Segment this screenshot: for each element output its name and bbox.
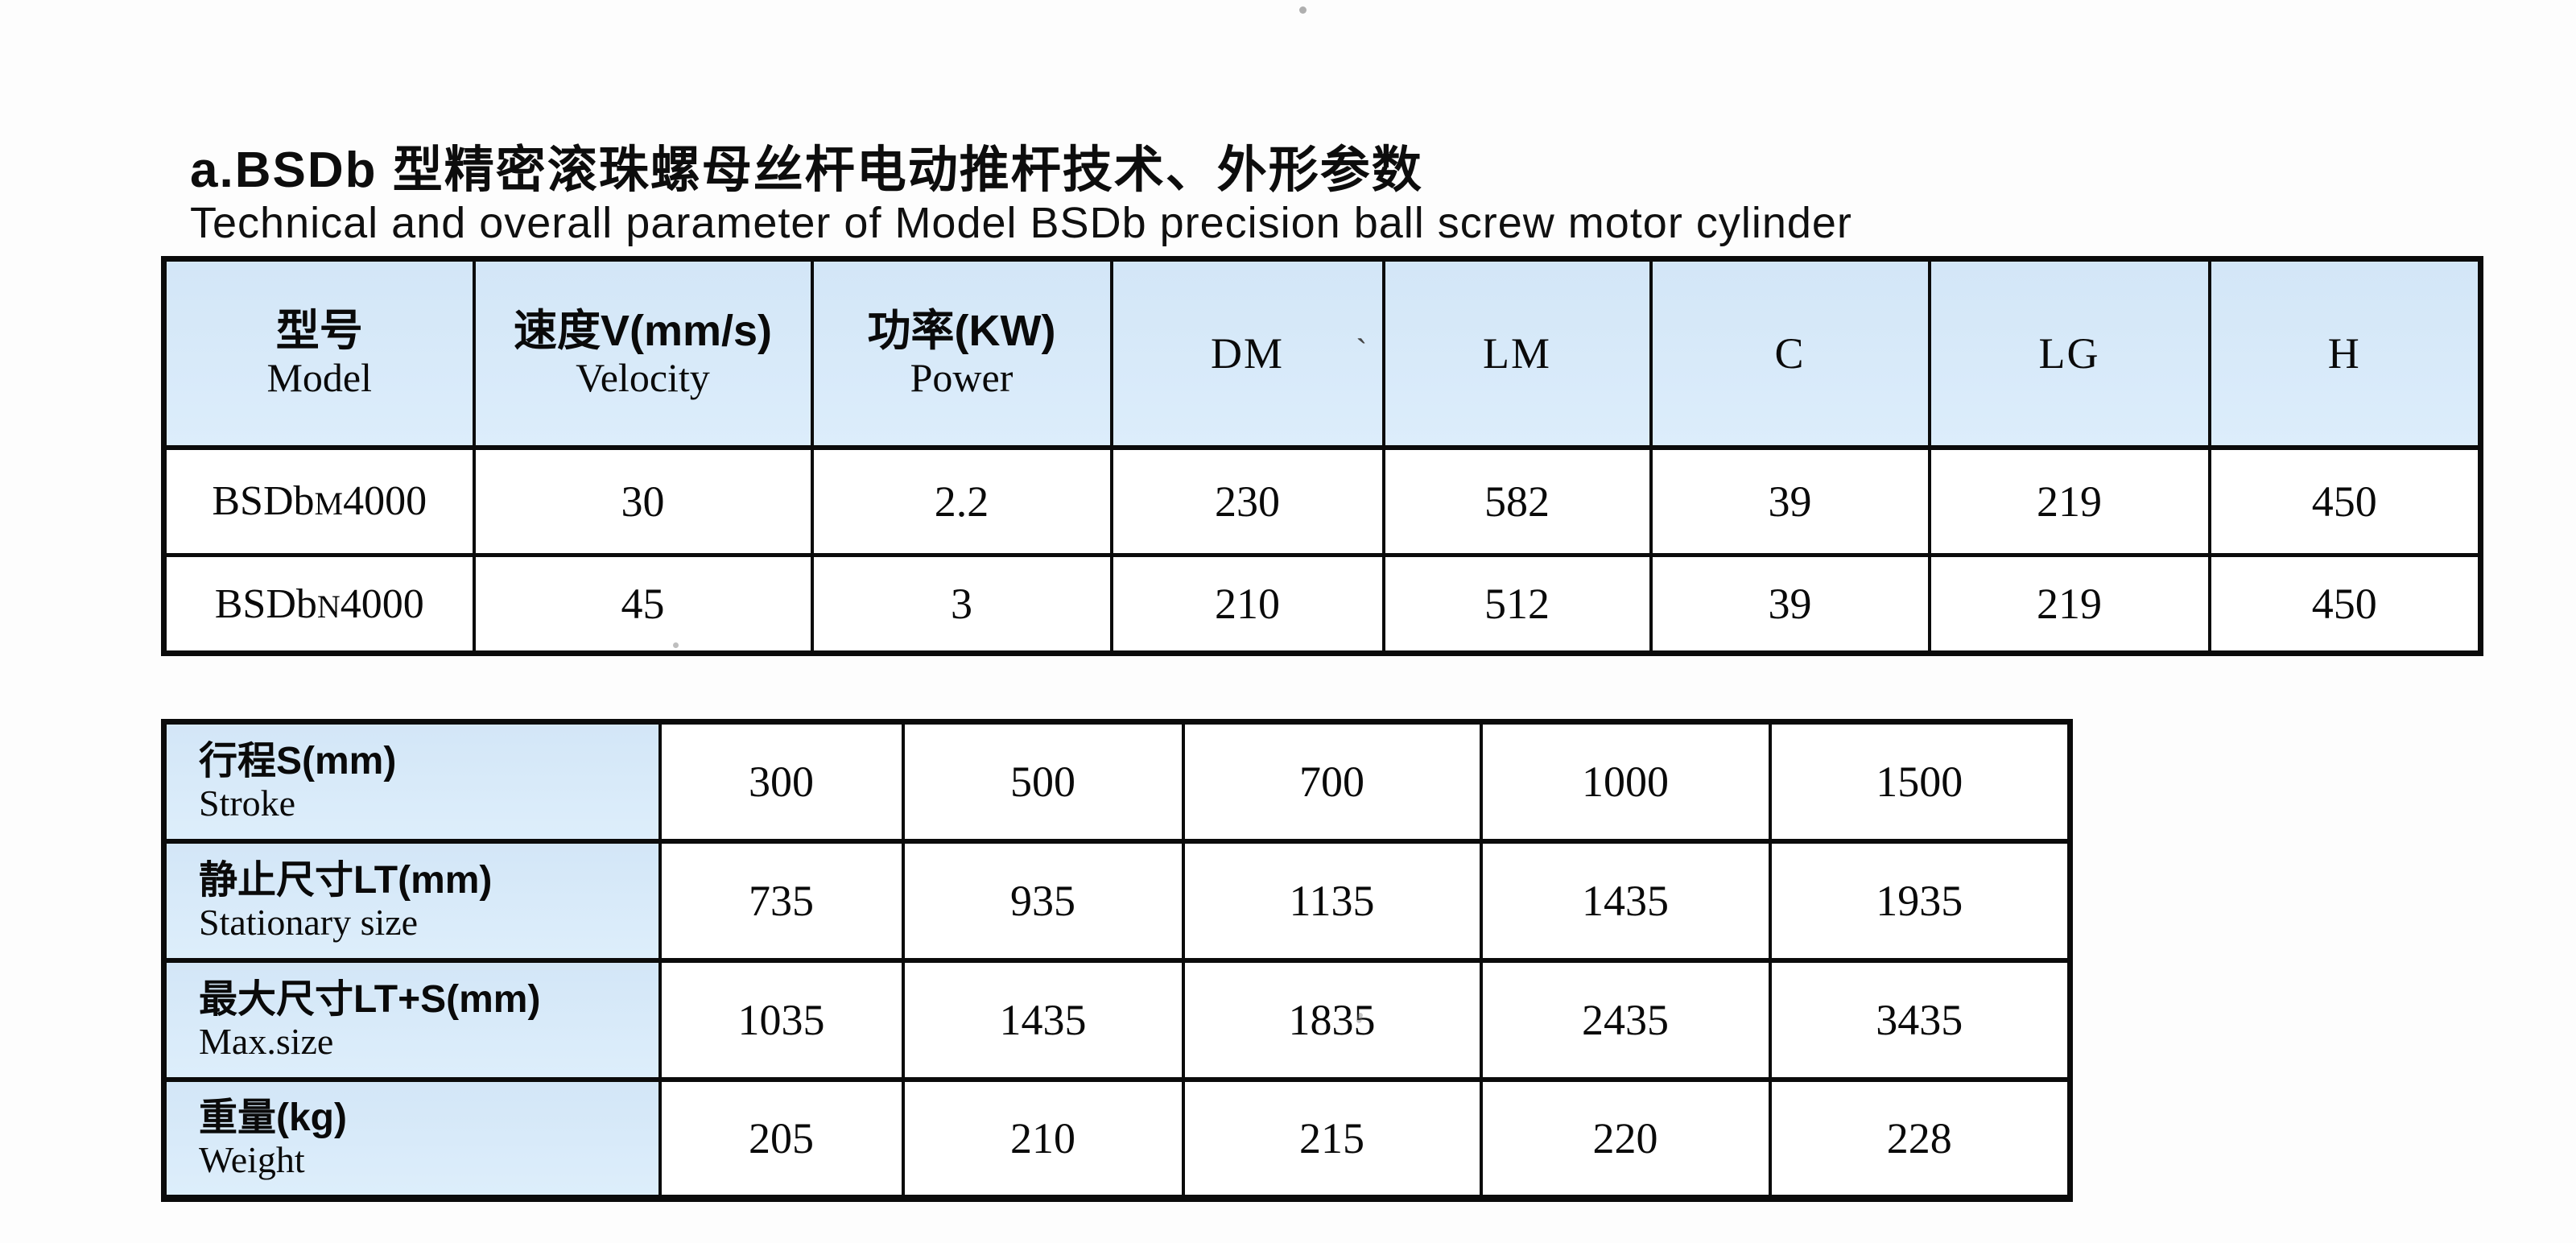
t1-col-header-model: 型号 Model: [162, 257, 476, 450]
row-header-en: Weight: [199, 1138, 305, 1180]
max-size-cell: 1035: [658, 957, 905, 1082]
t1-col-header-lm: LM: [1381, 257, 1653, 450]
weight-cell: 228: [1768, 1076, 2072, 1201]
model-prefix: BSDb: [212, 478, 315, 525]
header-label-zh: 功率(KW): [867, 307, 1056, 356]
lg-cell: 219: [1927, 445, 2211, 557]
t2-row-header-stationary-size: 静止尺寸LT(mm) Stationary size: [162, 838, 662, 963]
t2-row-max-size: 最大尺寸LT+S(mm) Max.size 1035 1435 1835 243…: [162, 957, 2072, 1082]
header-label-en: Power: [910, 355, 1013, 401]
stroke-cell: 1000: [1479, 719, 1772, 844]
weight-cell: 205: [658, 1076, 905, 1201]
t2-row-weight: 重量(kg) Weight 205 210 215 220 228: [162, 1076, 2072, 1201]
velocity-cell: 30: [472, 445, 814, 557]
t1-col-header-lg: LG: [1927, 257, 2211, 450]
power-cell: 2.2: [810, 445, 1113, 557]
row-header-zh: 行程S(mm): [199, 740, 397, 783]
velocity-cell: 45: [472, 553, 814, 655]
stroke-cell: 500: [901, 719, 1185, 844]
t2-row-header-stroke: 行程S(mm) Stroke: [162, 719, 662, 844]
page-title-en: Technical and overall parameter of Model…: [190, 199, 1852, 247]
power-cell: 3: [810, 553, 1113, 655]
t2-row-stroke: 行程S(mm) Stroke 300 500 700 1000 1500: [162, 719, 2072, 844]
row-header-zh: 静止尺寸LT(mm): [199, 858, 493, 902]
t2-row-header-max-size: 最大尺寸LT+S(mm) Max.size: [162, 957, 662, 1082]
max-size-cell: 1835: [1181, 957, 1483, 1082]
header-label-zh: 型号: [275, 307, 363, 356]
stationary-size-cell: 735: [658, 838, 905, 963]
h-cell: 450: [2207, 553, 2483, 655]
t1-col-header-power: 功率(KW) Power: [810, 257, 1113, 450]
lm-cell: 582: [1381, 445, 1653, 557]
model-prefix: BSDb: [214, 580, 317, 627]
t1-row-bsdbn4000: BSDbN4000 45 3 210 512 39 219 450: [162, 553, 2483, 655]
spec-table-technical: 型号 Model 速度V(mm/s) Velocity 功率(KW) Power…: [161, 256, 2483, 656]
row-header-zh: 最大尺寸LT+S(mm): [199, 977, 541, 1021]
row-header-zh: 重量(kg): [199, 1096, 347, 1140]
model-suffix: 4000: [340, 580, 424, 627]
t1-col-header-h: H: [2207, 257, 2483, 450]
max-size-cell: 2435: [1479, 957, 1772, 1082]
scan-mark: `: [1356, 332, 1369, 370]
header-label-en: Velocity: [576, 355, 710, 401]
c-cell: 39: [1649, 445, 1931, 557]
lm-cell: 512: [1381, 553, 1653, 655]
page-title-zh: a.BSDb 型精密滚珠螺母丝杆电动推杆技术、外形参数: [190, 142, 1423, 198]
stroke-cell: 1500: [1768, 719, 2072, 844]
c-cell: 39: [1649, 553, 1931, 655]
stationary-size-cell: 1435: [1479, 838, 1772, 963]
scan-speck: [1299, 6, 1307, 14]
weight-cell: 220: [1479, 1076, 1772, 1201]
scan-speck: [673, 642, 679, 648]
max-size-cell: 3435: [1768, 957, 2072, 1082]
dm-cell: 210: [1109, 553, 1385, 655]
model-smallcap: N: [316, 588, 341, 625]
stroke-cell: 700: [1181, 719, 1483, 844]
dm-cell: 230: [1109, 445, 1385, 557]
max-size-cell: 1435: [901, 957, 1185, 1082]
model-smallcap: M: [314, 485, 344, 522]
spec-table-dimensions: 行程S(mm) Stroke 300 500 700 1000 1500 静止尺…: [161, 719, 2073, 1202]
t2-row-stationary-size: 静止尺寸LT(mm) Stationary size 735 935 1135 …: [162, 838, 2072, 963]
stationary-size-cell: 935: [901, 838, 1185, 963]
model-suffix: 4000: [343, 478, 427, 525]
header-label-zh: 速度V(mm/s): [513, 307, 773, 356]
row-header-en: Stationary size: [199, 901, 419, 943]
h-cell: 450: [2207, 445, 2483, 557]
t2-row-header-weight: 重量(kg) Weight: [162, 1076, 662, 1201]
stationary-size-cell: 1135: [1181, 838, 1483, 963]
stationary-size-cell: 1935: [1768, 838, 2072, 963]
weight-cell: 210: [901, 1076, 1185, 1201]
stroke-cell: 300: [658, 719, 905, 844]
t1-header-row: 型号 Model 速度V(mm/s) Velocity 功率(KW) Power…: [162, 257, 2483, 450]
model-cell: BSDbN4000: [162, 553, 476, 655]
header-label-en: Model: [266, 355, 373, 401]
header-label: DM: [1210, 328, 1284, 378]
lg-cell: 219: [1927, 553, 2211, 655]
model-cell: BSDbM4000: [162, 445, 476, 557]
t1-col-header-dm: DM `: [1109, 257, 1385, 450]
t1-col-header-c: C: [1649, 257, 1931, 450]
weight-cell: 215: [1181, 1076, 1483, 1201]
t1-row-bsdbm4000: BSDbM4000 30 2.2 230 582 39 219 450: [162, 445, 2483, 557]
row-header-en: Stroke: [199, 782, 296, 824]
row-header-en: Max.size: [199, 1020, 334, 1062]
t1-col-header-velocity: 速度V(mm/s) Velocity: [472, 257, 814, 450]
